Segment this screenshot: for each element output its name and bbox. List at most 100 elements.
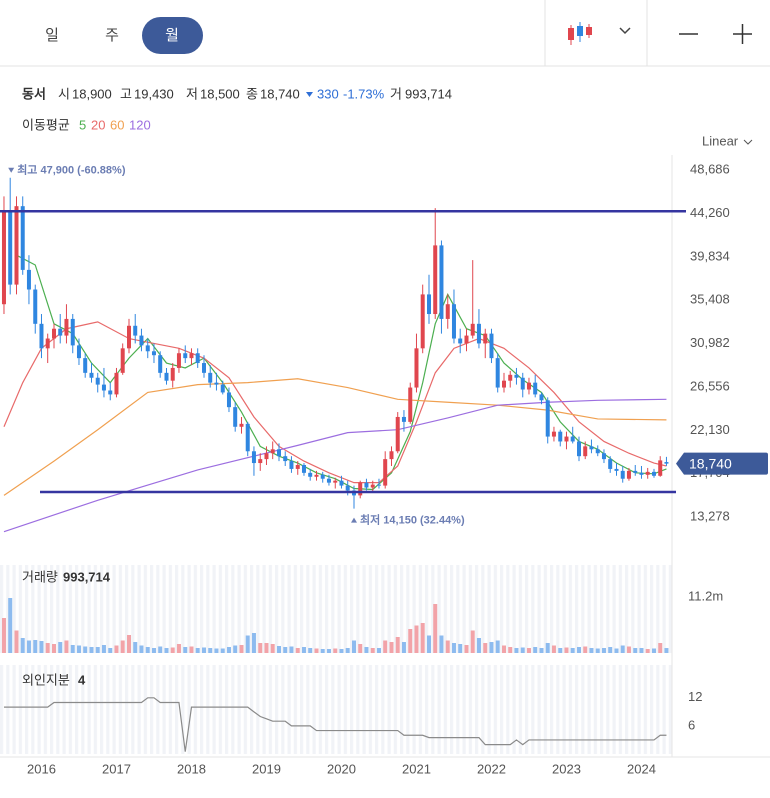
candle-body [439,245,444,319]
candle-body [420,294,425,349]
candle-body [401,416,406,422]
volume-value: 993,714 [405,86,452,101]
candle-body [601,453,606,460]
candle-body [358,482,363,496]
volume-bar [45,643,50,653]
tab[interactable]: 일 [45,27,59,44]
ma-legend: 60 [110,117,124,132]
volume-bar [376,648,381,653]
candle-body [76,345,81,359]
y-tick-label: 30,982 [690,335,730,350]
volume-bar [520,647,525,653]
candle-body [164,372,169,381]
volume-bar [420,623,425,653]
volume-bar [33,640,38,653]
candle-body [58,328,63,336]
volume-bar [39,641,44,653]
candle-body [458,338,463,344]
candle-body [495,358,500,388]
x-tick-label: 2020 [327,761,356,776]
candle-body [583,446,588,457]
candle-body [202,363,206,373]
candle-body [264,453,269,460]
volume-bar [339,649,344,653]
volume-bar [295,648,300,653]
foreign-tick-label: 6 [688,717,695,732]
candle-body [1,211,6,305]
volume-bar [464,645,469,653]
volume-bar [264,643,269,653]
volume-bar [439,635,444,653]
candle-body [326,478,331,483]
volume-bar [176,644,181,653]
candle-body [545,400,550,437]
volume-bar [64,640,69,653]
volume-bar [101,645,106,653]
volume-bar [158,646,163,653]
volume-bar [314,648,319,653]
candle-body [408,387,413,422]
candle-body [14,206,19,285]
scale-selector[interactable]: Linear [702,133,753,148]
volume-bar [358,644,363,653]
candle-body [320,474,325,479]
candle-body [245,423,250,452]
foreign-tick-label: 12 [688,689,702,704]
change-percent: -1.73% [343,86,385,101]
moving-average-line [3,378,667,496]
volume-bar [183,647,188,653]
volume-bar [8,598,13,653]
volume-bar [245,635,250,653]
candle-body [376,484,381,486]
candle-body [345,485,350,491]
x-tick-label: 2019 [252,761,281,776]
candle-body [577,441,581,457]
candle-body [52,328,56,339]
icon [586,27,592,35]
volume-bar [583,646,588,653]
candle-body [427,294,431,315]
candle-body [395,416,400,452]
low-value: 18,500 [200,86,240,101]
candle-body [301,465,306,473]
chart-type-button[interactable] [568,22,631,45]
candle-body [658,460,663,476]
low-label: 저 [186,86,198,101]
volume-bar [352,640,356,653]
zoom-in-button[interactable] [733,24,752,44]
candle-body [26,269,31,290]
candle-body [664,462,669,464]
x-tick-label: 2021 [402,761,431,776]
tab[interactable]: 주 [105,27,119,44]
volume-bar [389,642,394,653]
volume-bar [333,648,338,653]
candle-body [508,374,513,381]
volume-bar [83,646,88,653]
ma-legend: 120 [129,117,151,132]
tab[interactable]: 월 [165,27,179,44]
volume-bar [76,645,81,653]
candle-body [339,480,344,486]
candle-body [564,436,569,442]
x-tick-label: 2018 [177,761,206,776]
volume-bar [470,630,475,653]
volume-bar [58,642,63,653]
candle-body [445,304,450,319]
volume-bar [495,640,500,653]
volume-bar [458,644,463,653]
volume-bar [89,647,94,653]
ma-label: 이동평균 [22,117,70,132]
candle-body [95,377,100,385]
volume-bar [195,648,200,653]
volume-current: 993,714 [63,569,111,584]
candle-body [308,472,313,477]
volume-label: 거 [390,86,402,101]
volume-bar [558,648,563,653]
candle-body [626,470,631,479]
candle-body [414,348,419,388]
last-price-tag [676,452,768,475]
candle-body [189,353,194,359]
volume-bar [270,644,275,653]
volume-bar [251,633,256,653]
volume-bar [451,643,456,653]
